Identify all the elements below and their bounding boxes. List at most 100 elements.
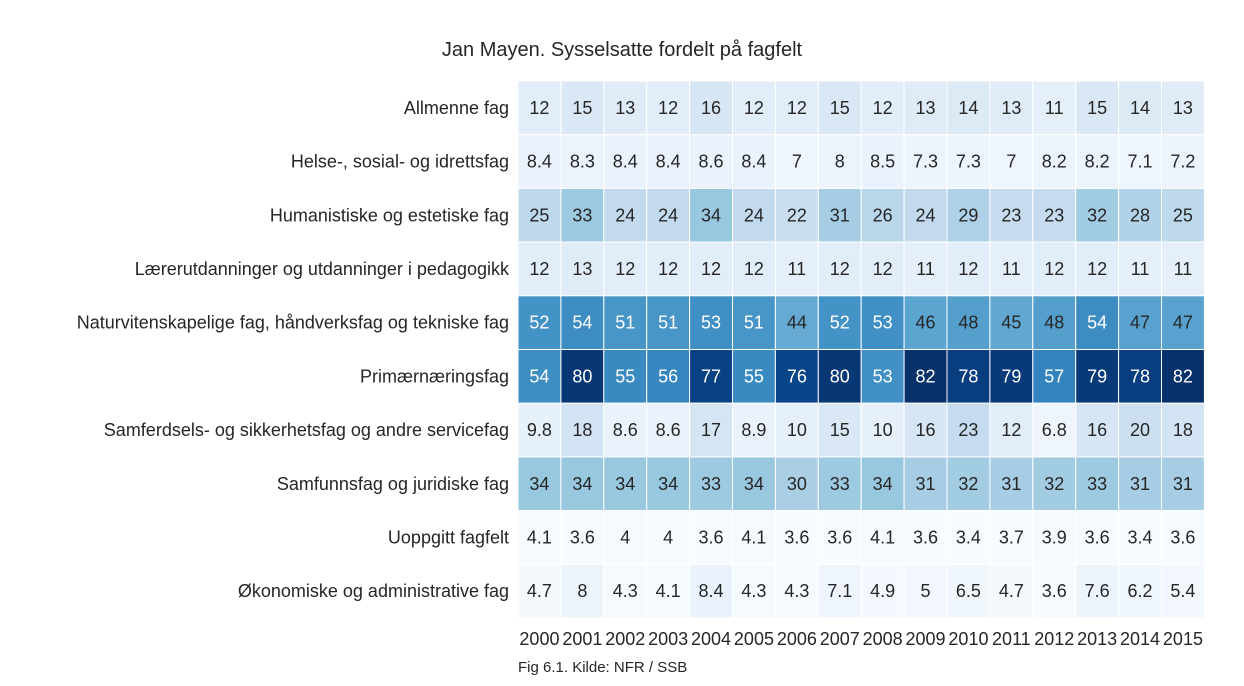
cell-value-samferdsels-og-sikkerhetsfag-og-andre-servicefag-2010: 23: [958, 420, 978, 440]
cell-value-allmenne-fag-2014: 14: [1130, 98, 1150, 118]
heatmap-cell-laererutdanninger-og-utdanninger-i-pedagogikk-2002: [603, 241, 648, 297]
row-label-naturvitenskapelige-fag-handverksfag-og-tekniske-fag: Naturvitenskapelige fag, håndverksfag og…: [77, 313, 509, 333]
cell-value-uoppgitt-fagfelt-2012: 3.9: [1042, 527, 1067, 547]
cell-value-humanistiske-og-estetiske-fag-2005: 24: [744, 205, 764, 225]
cell-value-humanistiske-og-estetiske-fag-2002: 24: [615, 205, 635, 225]
cell-value-uoppgitt-fagfelt-2006: 3.6: [784, 527, 809, 547]
heatmap-cell-uoppgitt-fagfelt-2010: [946, 510, 991, 565]
cell-value-samfunnsfag-og-juridiske-fag-2012: 32: [1044, 474, 1064, 494]
row-label-helse-sosial-og-idrettsfag: Helse-, sosial- og idrettsfag: [291, 152, 509, 172]
cell-value-samferdsels-og-sikkerhetsfag-og-andre-servicefag-2006: 10: [787, 420, 807, 440]
heatmap-cell-okonomiske-og-administrative-fag-2011: [989, 563, 1034, 619]
heatmap-cell-laererutdanninger-og-utdanninger-i-pedagogikk-2015: [1161, 241, 1205, 297]
cell-value-naturvitenskapelige-fag-handverksfag-og-tekniske-fag-2001: 54: [572, 313, 592, 333]
heatmap-cell-laererutdanninger-og-utdanninger-i-pedagogikk-2001: [560, 241, 605, 297]
cell-value-humanistiske-og-estetiske-fag-2013: 32: [1087, 205, 1107, 225]
heatmap-cell-primaernaeringsfag-2015: [1161, 349, 1205, 404]
row-label-samferdsels-og-sikkerhetsfag-og-andre-servicefag: Samferdsels- og sikkerhetsfag og andre s…: [104, 420, 509, 440]
cell-value-helse-sosial-og-idrettsfag-2007: 8: [835, 152, 845, 172]
cell-value-helse-sosial-og-idrettsfag-2015: 7.2: [1170, 152, 1195, 172]
heatmap-cell-primaernaeringsfag-2008: [860, 349, 905, 404]
heatmap-cell-allmenne-fag-2007: [817, 80, 862, 136]
cell-value-uoppgitt-fagfelt-2003: 4: [663, 527, 673, 547]
cell-value-helse-sosial-og-idrettsfag-2002: 8.4: [613, 152, 638, 172]
heatmap-cell-samferdsels-og-sikkerhetsfag-og-andre-servicefag-2008: [860, 402, 905, 458]
heatmap-cell-samferdsels-og-sikkerhetsfag-og-andre-servicefag-2013: [1075, 402, 1120, 458]
row-label-humanistiske-og-estetiske-fag: Humanistiske og estetiske fag: [270, 205, 509, 225]
cell-value-samferdsels-og-sikkerhetsfag-og-andre-servicefag-2009: 16: [916, 420, 936, 440]
cell-value-humanistiske-og-estetiske-fag-2006: 22: [787, 205, 807, 225]
cell-value-samfunnsfag-og-juridiske-fag-2009: 31: [916, 474, 936, 494]
heatmap-cell-okonomiske-og-administrative-fag-2005: [732, 563, 776, 619]
heatmap-cell-uoppgitt-fagfelt-2013: [1075, 510, 1120, 565]
cell-value-allmenne-fag-2009: 13: [916, 98, 936, 118]
cell-value-humanistiske-og-estetiske-fag-2012: 23: [1044, 205, 1064, 225]
heatmap-cell-naturvitenskapelige-fag-handverksfag-og-tekniske-fag-2013: [1075, 295, 1120, 350]
cell-value-samfunnsfag-og-juridiske-fag-2002: 34: [615, 474, 635, 494]
cell-value-okonomiske-og-administrative-fag-2014: 6.2: [1128, 581, 1153, 601]
cell-value-okonomiske-og-administrative-fag-2008: 4.9: [870, 581, 895, 601]
cell-value-helse-sosial-og-idrettsfag-2014: 7.1: [1128, 152, 1153, 172]
cell-value-laererutdanninger-og-utdanninger-i-pedagogikk-2013: 12: [1087, 259, 1107, 279]
cell-value-samferdsels-og-sikkerhetsfag-og-andre-servicefag-2011: 12: [1001, 420, 1021, 440]
heatmap-cell-uoppgitt-fagfelt-2000: [517, 510, 562, 565]
heatmap-cell-naturvitenskapelige-fag-handverksfag-og-tekniske-fag-2012: [1032, 295, 1077, 350]
row-label-okonomiske-og-administrative-fag: Økonomiske og administrative fag: [238, 581, 509, 601]
heatmap-cell-allmenne-fag-2009: [903, 80, 948, 136]
heatmap-cell-samfunnsfag-og-juridiske-fag-2003: [646, 456, 691, 512]
cell-value-allmenne-fag-2006: 12: [787, 98, 807, 118]
heatmap-cell-primaernaeringsfag-2004: [689, 349, 733, 404]
cell-value-uoppgitt-fagfelt-2015: 3.6: [1170, 527, 1195, 547]
heatmap-cell-humanistiske-og-estetiske-fag-2004: [689, 187, 733, 243]
chart-title: Jan Mayen. Sysselsatte fordelt på fagfel…: [442, 39, 803, 61]
heatmap-cell-allmenne-fag-2001: [560, 80, 605, 136]
cell-value-okonomiske-og-administrative-fag-2009: 5: [921, 581, 931, 601]
heatmap-cell-allmenne-fag-2011: [989, 80, 1034, 136]
cell-value-okonomiske-og-administrative-fag-2007: 7.1: [827, 581, 852, 601]
heatmap-cell-primaernaeringsfag-2014: [1118, 349, 1162, 404]
cell-value-naturvitenskapelige-fag-handverksfag-og-tekniske-fag-2008: 53: [873, 313, 893, 333]
heatmap-cell-naturvitenskapelige-fag-handverksfag-og-tekniske-fag-2011: [989, 295, 1034, 350]
cell-value-allmenne-fag-2010: 14: [958, 98, 978, 118]
cell-value-humanistiske-og-estetiske-fag-2014: 28: [1130, 205, 1150, 225]
column-label-2004: 2004: [691, 629, 731, 649]
heatmap-cell-naturvitenskapelige-fag-handverksfag-og-tekniske-fag-2007: [817, 295, 862, 350]
heatmap-cell-samfunnsfag-og-juridiske-fag-2008: [860, 456, 905, 512]
cell-value-laererutdanninger-og-utdanninger-i-pedagogikk-2014: 11: [1131, 259, 1150, 279]
heatmap-cell-samferdsels-og-sikkerhetsfag-og-andre-servicefag-2002: [603, 402, 648, 458]
cell-value-samfunnsfag-og-juridiske-fag-2010: 32: [958, 474, 978, 494]
cell-value-allmenne-fag-2007: 15: [830, 98, 850, 118]
heatmap-cell-samferdsels-og-sikkerhetsfag-og-andre-servicefag-2010: [946, 402, 991, 458]
cell-value-naturvitenskapelige-fag-handverksfag-og-tekniske-fag-2010: 48: [958, 313, 978, 333]
cell-value-samfunnsfag-og-juridiske-fag-2007: 33: [830, 474, 850, 494]
cell-value-okonomiske-og-administrative-fag-2003: 4.1: [656, 581, 681, 601]
cell-value-laererutdanninger-og-utdanninger-i-pedagogikk-2008: 12: [873, 259, 893, 279]
heatmap-cell-uoppgitt-fagfelt-2003: [646, 510, 691, 565]
cell-value-laererutdanninger-og-utdanninger-i-pedagogikk-2006: 11: [788, 259, 807, 279]
heatmap-cell-humanistiske-og-estetiske-fag-2003: [646, 187, 691, 243]
cell-value-primaernaeringsfag-2011: 79: [1001, 366, 1021, 386]
cell-value-okonomiske-og-administrative-fag-2005: 4.3: [741, 581, 766, 601]
row-label-allmenne-fag: Allmenne fag: [404, 98, 509, 118]
heatmap-cell-humanistiske-og-estetiske-fag-2007: [817, 187, 862, 243]
heatmap-cell-helse-sosial-og-idrettsfag-2000: [517, 134, 562, 189]
cell-value-samferdsels-og-sikkerhetsfag-og-andre-servicefag-2008: 10: [873, 420, 893, 440]
cell-value-samferdsels-og-sikkerhetsfag-og-andre-servicefag-2001: 18: [572, 420, 592, 440]
heatmap-cell-laererutdanninger-og-utdanninger-i-pedagogikk-2004: [689, 241, 733, 297]
cell-value-helse-sosial-og-idrettsfag-2013: 8.2: [1085, 152, 1110, 172]
cell-value-humanistiske-og-estetiske-fag-2009: 24: [916, 205, 936, 225]
cell-value-samfunnsfag-og-juridiske-fag-2003: 34: [658, 474, 678, 494]
heatmap-cell-humanistiske-og-estetiske-fag-2010: [946, 187, 991, 243]
cell-value-laererutdanninger-og-utdanninger-i-pedagogikk-2003: 12: [658, 259, 678, 279]
cell-value-allmenne-fag-2013: 15: [1087, 98, 1107, 118]
heatmap-cell-allmenne-fag-2013: [1075, 80, 1120, 136]
cell-value-samferdsels-og-sikkerhetsfag-og-andre-servicefag-2003: 8.6: [656, 420, 681, 440]
cell-value-helse-sosial-og-idrettsfag-2008: 8.5: [870, 152, 895, 172]
column-label-2009: 2009: [906, 629, 946, 649]
cell-value-primaernaeringsfag-2007: 80: [830, 366, 850, 386]
heatmap-cell-okonomiske-og-administrative-fag-2003: [646, 563, 691, 619]
cell-value-naturvitenskapelige-fag-handverksfag-og-tekniske-fag-2011: 45: [1001, 313, 1021, 333]
cell-value-okonomiske-og-administrative-fag-2010: 6.5: [956, 581, 981, 601]
cell-value-samferdsels-og-sikkerhetsfag-og-andre-servicefag-2013: 16: [1087, 420, 1107, 440]
cell-value-naturvitenskapelige-fag-handverksfag-og-tekniske-fag-2015: 47: [1173, 313, 1193, 333]
